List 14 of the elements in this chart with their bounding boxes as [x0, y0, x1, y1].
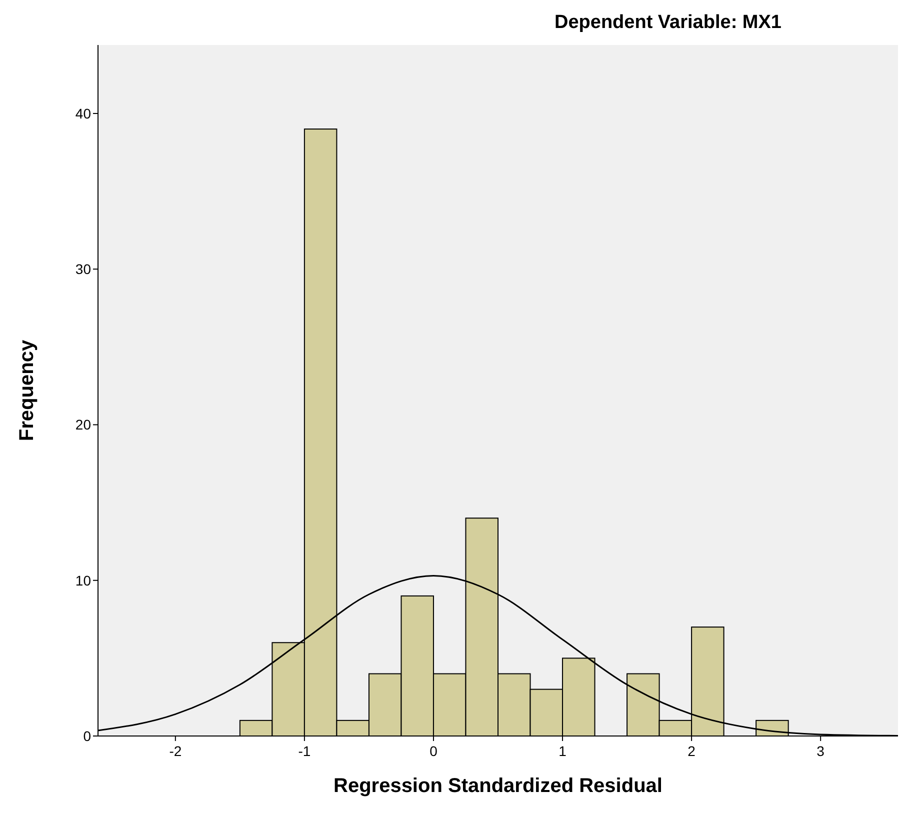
x-tick-label: 3 [816, 743, 825, 759]
x-tick-label: -1 [298, 743, 311, 759]
chart-title: Dependent Variable: MX1 [554, 12, 782, 33]
y-tick-label: 40 [75, 105, 92, 122]
x-tick-label: 0 [430, 743, 438, 759]
y-tick-label: 30 [75, 261, 92, 278]
y-tick-label: 0 [83, 728, 92, 744]
y-tick-label: 10 [75, 572, 92, 588]
x-tick-label: -2 [169, 743, 182, 759]
x-tick-label: 2 [688, 743, 696, 759]
x-axis-title: Regression Standardized Residual [334, 775, 662, 797]
y-axis-title: Frequency [16, 339, 38, 442]
x-tick-label: 1 [558, 743, 567, 759]
y-tick-label: 20 [75, 416, 92, 433]
